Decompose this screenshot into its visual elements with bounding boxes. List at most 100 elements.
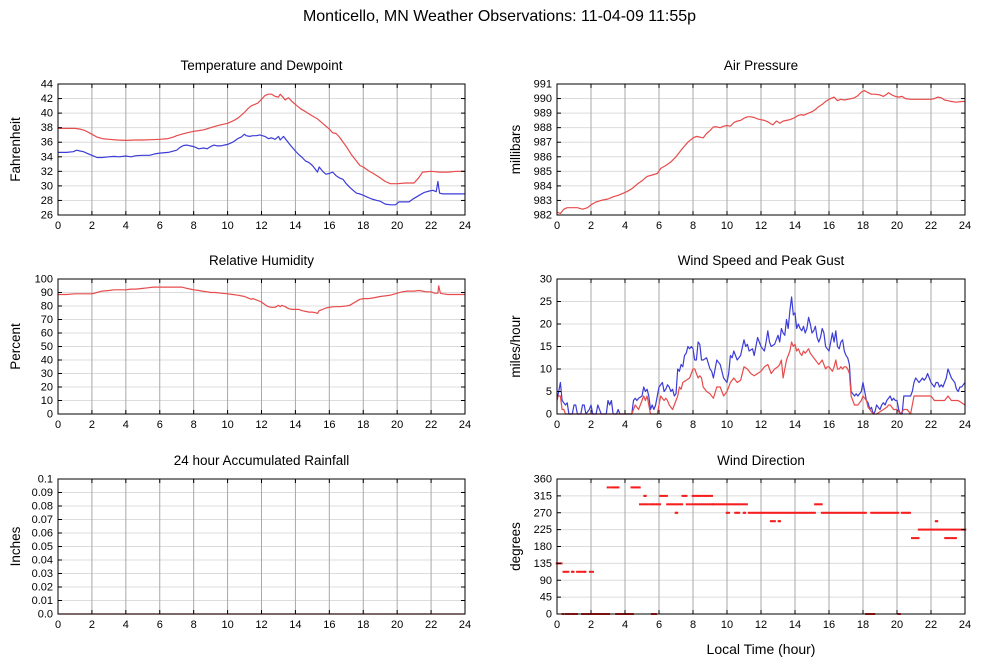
temperature-dewpoint-canvas: 0 2 4 6 8 10 12 14 16 18 20 22 242628303234363840424… [8, 58, 471, 232]
y-axis-label: Percent [8, 323, 23, 370]
y-tick-label: 0 [546, 409, 552, 421]
x-tick-label: 8 [690, 419, 696, 431]
x-axis-label: Local Time (hour) [707, 641, 816, 657]
y-tick-label: 20 [41, 382, 53, 394]
x-tick-label: 2 [588, 419, 594, 431]
y-tick-label: 15 [540, 341, 552, 353]
x-tick-label: 24 [459, 419, 471, 431]
x-tick-label: 0 [55, 419, 61, 431]
x-tick-label: 6 [656, 419, 662, 431]
y-tick-label: 50 [41, 341, 53, 353]
y-tick-label: 0.0 [38, 609, 53, 621]
series-temperature-line [58, 93, 465, 185]
y-tick-label: 986 [534, 151, 552, 163]
series-wind-speed-line [556, 341, 966, 415]
y-tick-label: 225 [534, 524, 552, 536]
x-tick-label: 8 [191, 619, 197, 631]
y-axis-label: miles/hour [508, 315, 523, 378]
y-axis-label: Inches [8, 526, 23, 566]
y-tick-label: 984 [534, 180, 552, 192]
x-tick-label: 20 [391, 220, 403, 232]
y-tick-label: 80 [41, 301, 53, 313]
x-tick-label: 14 [789, 419, 801, 431]
x-tick-label: 10 [721, 419, 733, 431]
series-pressure-line [556, 89, 965, 215]
x-tick-label: 22 [425, 220, 437, 232]
y-tick-label: 0.03 [32, 568, 53, 580]
x-tick-label: 24 [459, 619, 471, 631]
x-tick-label: 18 [857, 619, 869, 631]
x-tick-label: 6 [656, 220, 662, 232]
x-tick-label: 16 [323, 220, 335, 232]
x-tick-label: 12 [755, 619, 767, 631]
y-tick-label: 70 [41, 314, 53, 326]
y-tick-label: 30 [41, 180, 53, 192]
y-tick-label: 25 [540, 296, 552, 308]
y-tick-label: 360 [534, 474, 552, 486]
x-tick-label: 10 [721, 220, 733, 232]
chart-title: Temperature and Dewpoint [180, 58, 342, 73]
y-tick-label: 90 [41, 287, 53, 299]
x-tick-label: 24 [959, 619, 971, 631]
x-tick-label: 20 [891, 220, 903, 232]
y-tick-label: 5 [546, 386, 552, 398]
x-tick-label: 6 [157, 220, 163, 232]
y-tick-label: 0.04 [32, 555, 53, 567]
chart-title: Wind Speed and Peak Gust [678, 253, 845, 268]
y-tick-label: 30 [540, 274, 552, 286]
series-humidity-line [58, 285, 465, 315]
y-tick-label: 0.05 [32, 541, 53, 553]
x-tick-label: 16 [823, 419, 835, 431]
x-tick-label: 8 [690, 220, 696, 232]
x-tick-label: 18 [357, 619, 369, 631]
x-tick-label: 12 [755, 220, 767, 232]
x-tick-label: 18 [357, 419, 369, 431]
x-tick-label: 16 [323, 619, 335, 631]
y-tick-label: 135 [534, 558, 552, 570]
y-tick-label: 10 [41, 395, 53, 407]
x-tick-label: 20 [391, 419, 403, 431]
chart-title: 24 hour Accumulated Rainfall [174, 453, 350, 468]
y-tick-label: 60 [41, 328, 53, 340]
y-tick-label: 38 [41, 122, 53, 134]
x-tick-label: 4 [123, 419, 129, 431]
x-tick-label: 12 [755, 419, 767, 431]
accumulated-rainfall-canvas: 0 2 4 6 8 10 12 14 16 18 20 22 240.00.010.020.030.04… [8, 453, 471, 631]
x-tick-label: 12 [255, 619, 267, 631]
x-tick-label: 8 [690, 619, 696, 631]
x-tick-label: 4 [123, 619, 129, 631]
x-tick-label: 22 [925, 220, 937, 232]
x-tick-label: 4 [622, 419, 628, 431]
x-tick-label: 8 [191, 419, 197, 431]
y-axis-label: Fahrenheit [8, 117, 23, 182]
y-tick-label: 42 [41, 93, 53, 105]
y-tick-label: 40 [41, 108, 53, 120]
x-tick-label: 10 [221, 220, 233, 232]
x-tick-label: 14 [789, 220, 801, 232]
x-tick-label: 6 [157, 419, 163, 431]
y-tick-label: 991 [534, 79, 552, 91]
x-tick-label: 20 [891, 619, 903, 631]
x-tick-label: 22 [425, 419, 437, 431]
y-tick-label: 989 [534, 108, 552, 120]
y-tick-label: 0.08 [32, 501, 53, 513]
series-dewpoint-line [58, 133, 465, 206]
y-tick-label: 26 [41, 210, 53, 222]
x-tick-label: 8 [191, 220, 197, 232]
y-tick-label: 270 [534, 507, 552, 519]
x-tick-label: 10 [221, 619, 233, 631]
y-tick-label: 988 [534, 122, 552, 134]
y-tick-label: 990 [534, 93, 552, 105]
y-tick-label: 0.1 [38, 474, 53, 486]
x-tick-label: 6 [656, 619, 662, 631]
x-tick-label: 0 [554, 419, 560, 431]
series-peak-gust-line [556, 296, 966, 415]
y-tick-label: 0 [47, 409, 53, 421]
y-tick-label: 0.01 [32, 595, 53, 607]
x-tick-label: 2 [588, 220, 594, 232]
x-tick-label: 0 [554, 619, 560, 631]
x-tick-label: 2 [89, 419, 95, 431]
x-tick-label: 22 [425, 619, 437, 631]
x-tick-label: 14 [289, 220, 301, 232]
